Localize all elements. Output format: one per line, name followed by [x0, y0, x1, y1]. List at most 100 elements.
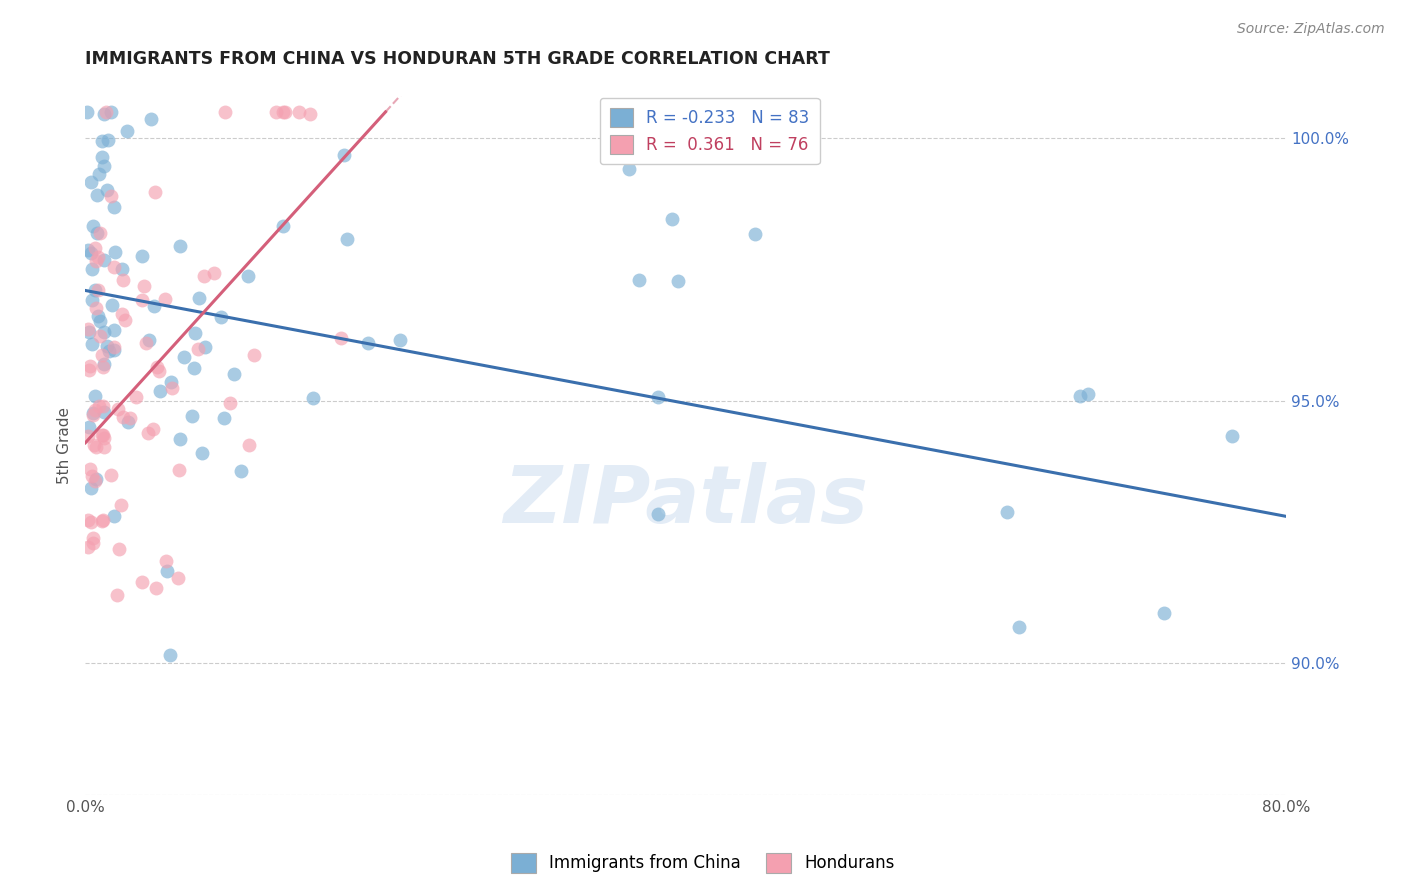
Point [90, 150, 112, 164]
Point [229, 464, 252, 478]
Point [111, 409, 134, 424]
Text: Source: ZipAtlas.com: Source: ZipAtlas.com [1237, 22, 1385, 37]
Point [96, 183, 118, 197]
Point [103, 339, 125, 353]
Point [84, 241, 107, 255]
Point [330, 331, 353, 345]
Point [87, 284, 110, 298]
Point [148, 364, 170, 378]
Point [647, 390, 669, 404]
Point [1008, 620, 1031, 634]
Point [89, 314, 111, 328]
Text: ZIPatlas: ZIPatlas [503, 462, 868, 541]
Point [93, 326, 115, 340]
Point [111, 262, 134, 277]
Point [82, 531, 104, 545]
Point [89, 168, 111, 182]
Point [222, 367, 245, 381]
Point [143, 299, 166, 313]
Text: IMMIGRANTS FROM CHINA VS HONDURAN 5TH GRADE CORRELATION CHART: IMMIGRANTS FROM CHINA VS HONDURAN 5TH GR… [86, 50, 831, 68]
Point [159, 375, 181, 389]
Point [647, 507, 669, 521]
Point [132, 279, 155, 293]
Point [1220, 428, 1243, 442]
Point [86, 301, 108, 315]
Point [80, 469, 103, 483]
Point [100, 104, 122, 119]
Point [299, 106, 322, 120]
Point [87, 250, 110, 264]
Point [287, 104, 309, 119]
Point [142, 421, 165, 435]
Point [84, 389, 107, 403]
Point [89, 227, 111, 241]
Point [82, 406, 104, 420]
Point [211, 310, 233, 324]
Point [110, 498, 132, 512]
Point [100, 188, 122, 202]
Point [93, 440, 115, 454]
Point [143, 185, 166, 199]
Point [77, 513, 100, 527]
Point [212, 411, 235, 425]
Point [183, 360, 205, 375]
Point [90, 348, 112, 362]
Point [103, 201, 125, 215]
Point [202, 266, 225, 280]
Point [271, 104, 294, 119]
Point [141, 112, 163, 126]
Point [86, 226, 108, 240]
Point [243, 348, 266, 362]
Point [111, 307, 134, 321]
Point [302, 391, 325, 405]
Point [83, 474, 105, 488]
Point [91, 400, 114, 414]
Point [138, 426, 160, 441]
Point [77, 540, 100, 554]
Point [80, 481, 103, 495]
Point [187, 342, 209, 356]
Point [77, 322, 100, 336]
Point [90, 135, 112, 149]
Point [77, 429, 100, 443]
Point [125, 390, 148, 404]
Point [96, 339, 118, 353]
Point [162, 380, 184, 394]
Point [77, 420, 100, 434]
Legend: R = -0.233   N = 83, R =  0.361   N = 76: R = -0.233 N = 83, R = 0.361 N = 76 [600, 97, 820, 164]
Point [219, 396, 242, 410]
Point [336, 232, 359, 246]
Point [91, 513, 114, 527]
Point [995, 505, 1018, 519]
Point [193, 269, 215, 284]
Point [93, 405, 115, 419]
Point [103, 323, 125, 337]
Point [80, 175, 103, 189]
Point [145, 582, 167, 596]
Point [159, 648, 181, 662]
Point [90, 428, 112, 442]
Point [131, 293, 153, 307]
Point [271, 219, 294, 233]
Y-axis label: 5th Grade: 5th Grade [58, 407, 72, 484]
Point [77, 243, 100, 257]
Legend: Immigrants from China, Hondurans: Immigrants from China, Hondurans [505, 847, 901, 880]
Point [115, 124, 138, 138]
Point [184, 326, 207, 340]
Point [153, 292, 176, 306]
Point [107, 402, 129, 417]
Point [238, 437, 260, 451]
Point [661, 212, 683, 227]
Point [666, 274, 689, 288]
Point [214, 104, 236, 119]
Point [1077, 387, 1099, 401]
Point [82, 219, 104, 233]
Point [181, 409, 204, 423]
Point [82, 409, 104, 423]
Point [76, 104, 98, 119]
Point [193, 340, 215, 354]
Point [93, 357, 115, 371]
Point [100, 468, 122, 483]
Point [131, 249, 153, 263]
Point [84, 283, 107, 297]
